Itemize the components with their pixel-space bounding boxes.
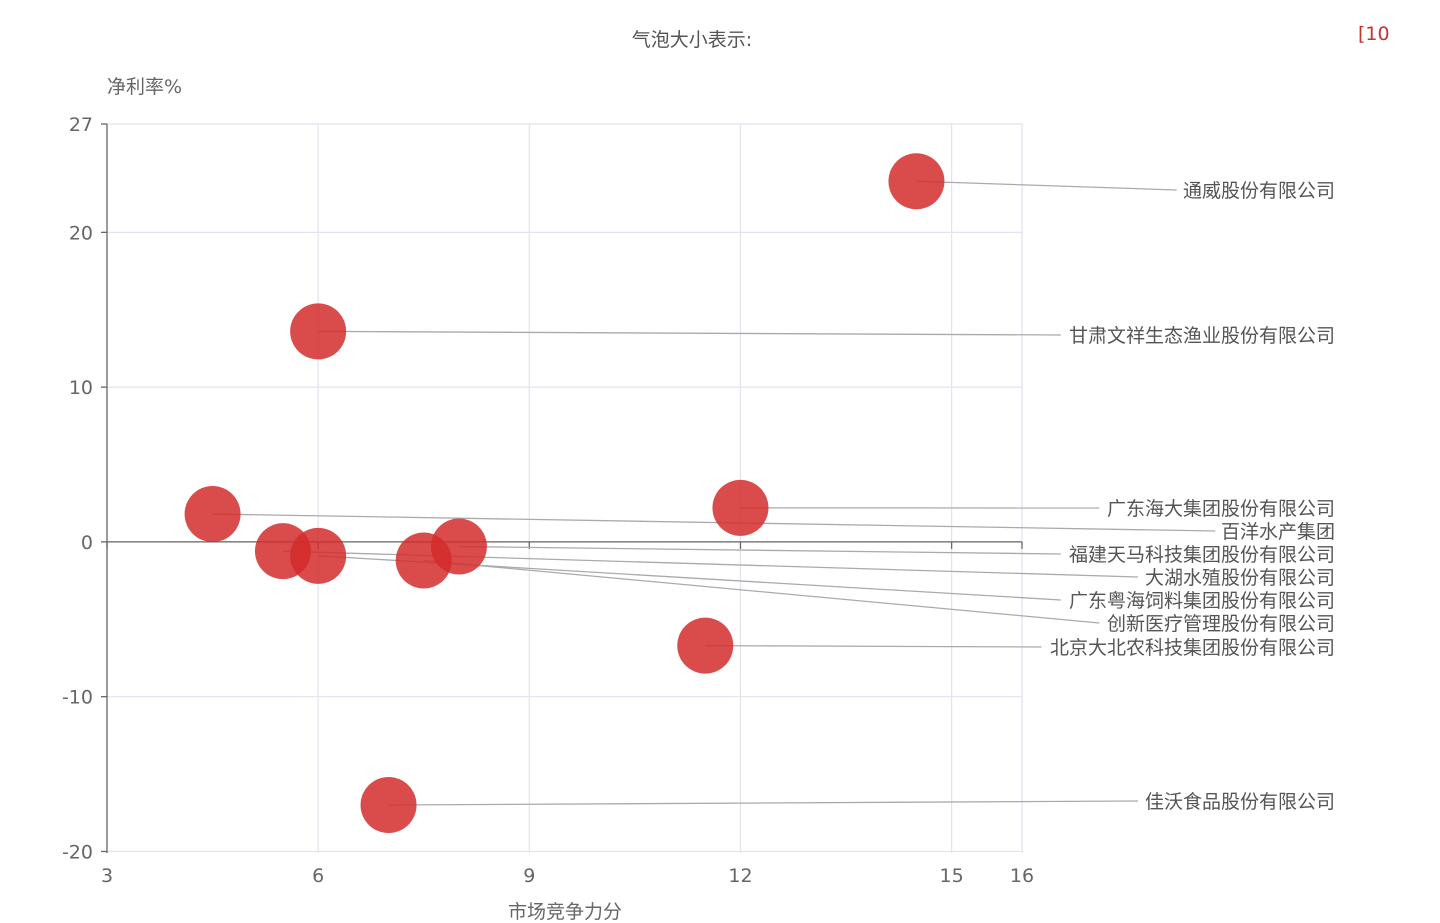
point-label: 创新医疗管理股份有限公司 (1107, 613, 1335, 635)
leader-line (212, 513, 1216, 532)
leader-line (458, 545, 1061, 555)
point-label: 通威股份有限公司 (1183, 180, 1335, 202)
leader-lines (212, 180, 1216, 806)
axes: 27 20 10 0 -10 -20 3 6 9 12 15 16 (62, 114, 1034, 887)
point-label: 广东海大集团股份有限公司 (1107, 498, 1335, 520)
leader-line (388, 800, 1139, 806)
leader-line (916, 180, 1177, 191)
y-tick-label: 27 (69, 114, 93, 136)
x-tick-label: 9 (523, 865, 535, 887)
bubble-point (712, 479, 769, 536)
x-tick-label: 6 (312, 865, 324, 887)
bubble-point (360, 777, 417, 834)
bubble-point (677, 617, 734, 674)
leader-line (705, 644, 1042, 648)
bubble-point (290, 303, 347, 360)
point-label: 甘肃文祥生态渔业股份有限公司 (1069, 325, 1335, 347)
point-label: 福建天马科技集团股份有限公司 (1069, 544, 1335, 566)
legend-range-label: [10 (1358, 23, 1390, 45)
x-tick-label: 15 (940, 865, 964, 887)
x-axis-label: 市场竞争力分 (508, 901, 622, 923)
y-tick-label: 10 (69, 377, 93, 399)
y-tick-label: -10 (62, 687, 93, 709)
bubble-point (395, 532, 452, 589)
point-label: 佳沃食品股份有限公司 (1145, 791, 1335, 813)
point-label: 广东粤海饲料集团股份有限公司 (1069, 590, 1335, 612)
x-tick-label: 12 (728, 865, 752, 887)
point-label: 北京大北农科技集团股份有限公司 (1050, 637, 1335, 659)
bubbles (184, 153, 945, 834)
grid-lines (107, 123, 1023, 853)
y-tick-label: -20 (62, 841, 93, 863)
y-axis-label: 净利率% (107, 76, 182, 98)
bubble-point (290, 527, 347, 584)
bubble-point (184, 486, 241, 543)
point-label: 大湖水殖股份有限公司 (1145, 567, 1335, 589)
x-tick-label: 3 (101, 865, 113, 887)
y-tick-label: 20 (69, 222, 93, 244)
y-tick-label: 0 (81, 532, 93, 554)
leader-line (423, 559, 1100, 624)
point-label: 百洋水产集团 (1221, 521, 1335, 543)
legend-title: 气泡大小表示: (632, 29, 752, 51)
x-tick-label: 16 (1010, 865, 1034, 887)
bubble-point (888, 153, 945, 210)
point-labels: 通威股份有限公司甘肃文祥生态渔业股份有限公司广东海大集团股份有限公司百洋水产集团… (1050, 180, 1335, 813)
leader-line (318, 330, 1061, 336)
